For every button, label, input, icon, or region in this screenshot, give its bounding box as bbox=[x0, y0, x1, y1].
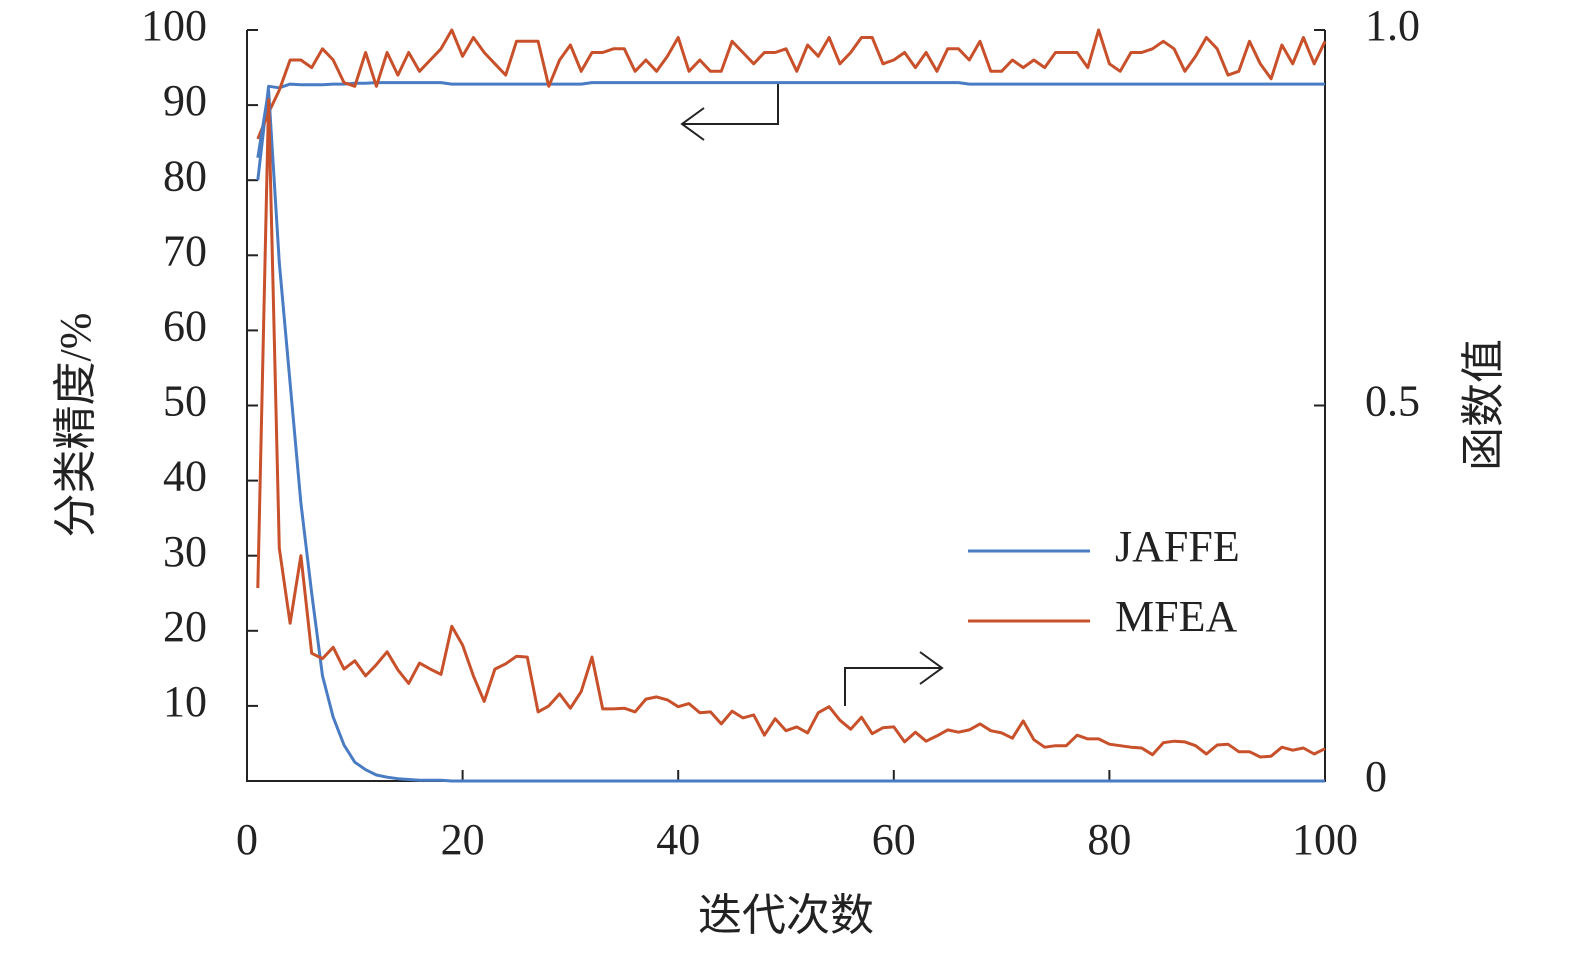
x-tick-label: 60 bbox=[872, 815, 916, 864]
y2-axis-label: 函数值 bbox=[1459, 339, 1508, 471]
series-line bbox=[256, 81, 1325, 181]
y-axis-label: 分类精度/% bbox=[51, 313, 100, 538]
legend-label: MFEA bbox=[1115, 592, 1237, 641]
y2-tick-label: 0 bbox=[1365, 752, 1387, 801]
x-tick-label: 20 bbox=[441, 815, 485, 864]
y-tick-label: 40 bbox=[163, 452, 207, 501]
x-axis-label: 迭代次数 bbox=[698, 891, 874, 940]
y2-tick-label: 0.5 bbox=[1365, 377, 1420, 426]
series-line bbox=[256, 28, 1327, 140]
arrow-left bbox=[680, 82, 779, 141]
y-tick-label: 30 bbox=[163, 527, 207, 576]
y-tick-label: 80 bbox=[163, 151, 207, 200]
x-tick-label: 0 bbox=[236, 815, 258, 864]
y-tick-label: 10 bbox=[163, 677, 207, 726]
arrow-right bbox=[844, 651, 944, 706]
x-tick-label: 80 bbox=[1087, 815, 1131, 864]
y-tick-label: 100 bbox=[141, 1, 207, 50]
series-line bbox=[256, 88, 1325, 783]
axes bbox=[246, 30, 1326, 782]
y-tick-label: 70 bbox=[163, 226, 207, 275]
y-tick-label: 50 bbox=[163, 377, 207, 426]
y-tick-label: 90 bbox=[163, 76, 207, 125]
y2-tick-label: 1.0 bbox=[1365, 1, 1420, 50]
legend-label: JAFFE bbox=[1115, 522, 1240, 571]
series-line bbox=[256, 98, 1326, 759]
x-tick-label: 100 bbox=[1292, 815, 1358, 864]
y-tick-label: 20 bbox=[163, 602, 207, 651]
x-tick-label: 40 bbox=[656, 815, 700, 864]
y-tick-label: 60 bbox=[163, 301, 207, 350]
